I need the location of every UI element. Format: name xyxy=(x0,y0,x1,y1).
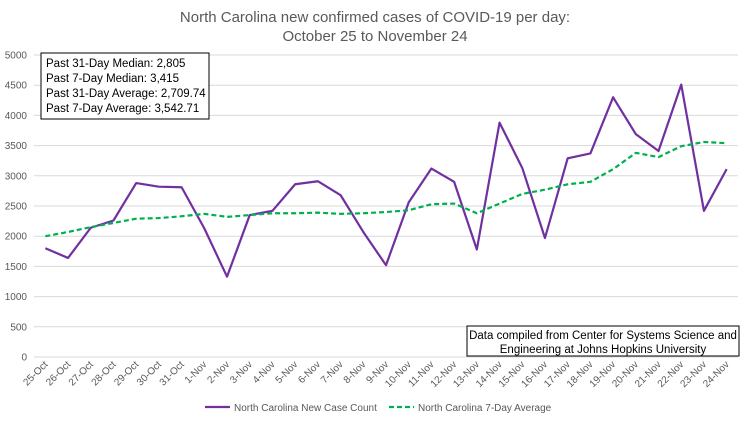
y-axis-tick-labels: 0 500 1000 1500 2000 2500 3000 3500 4000 4500 5000 xyxy=(5,51,28,364)
y-tick-label: 3500 xyxy=(5,141,28,152)
x-tick-label: 2-Nov xyxy=(206,359,233,386)
stat-31-day-median: Past 31-Day Median: 2,805 xyxy=(46,58,185,70)
legend-label-7-day-average: North Carolina 7-Day Average xyxy=(418,403,552,414)
source-line-2: Engineering at Johns Hopkins University xyxy=(500,344,707,356)
x-tick-label: 3-Nov xyxy=(228,359,255,386)
x-tick-label: 7-Nov xyxy=(319,359,346,386)
y-tick-label: 3000 xyxy=(5,171,28,182)
stats-annotation-box: Past 31-Day Median: 2,805 Past 7-Day Med… xyxy=(40,52,210,120)
series-lines xyxy=(44,83,728,278)
x-tick-label: 1-Nov xyxy=(183,359,210,386)
source-line-1: Data compiled from Center for Systems Sc… xyxy=(469,330,737,342)
y-tick-label: 4500 xyxy=(5,81,28,92)
y-tick-label: 2500 xyxy=(5,202,28,213)
y-tick-label: 1500 xyxy=(5,262,28,273)
chart-title-line-2: October 25 to November 24 xyxy=(282,28,467,45)
y-tick-label: 1000 xyxy=(5,292,28,303)
series-line-7-day-average xyxy=(45,140,727,238)
x-tick-label: 4-Nov xyxy=(251,359,278,386)
y-tick-label: 0 xyxy=(21,353,27,364)
y-tick-label: 500 xyxy=(10,322,27,333)
x-tick-label: 5-Nov xyxy=(274,359,301,386)
chart-title-line-1: North Carolina new confirmed cases of CO… xyxy=(180,9,570,26)
stat-31-day-average: Past 31-Day Average: 2,709.74 xyxy=(46,88,206,100)
x-tick-label: 6-Nov xyxy=(296,359,323,386)
stats-box-border xyxy=(40,52,210,120)
legend: North Carolina New Case Count North Caro… xyxy=(205,403,552,414)
x-tick-label: 31-Oct xyxy=(158,359,187,388)
y-tick-label: 5000 xyxy=(5,51,28,62)
x-axis-tick-labels: 25-Oct26-Oct27-Oct28-Oct29-Oct30-Oct31-O… xyxy=(21,359,731,390)
source-box-border xyxy=(466,325,740,357)
x-tick-label: 8-Nov xyxy=(342,359,369,386)
y-tick-label: 2000 xyxy=(5,232,28,243)
legend-label-new-cases: North Carolina New Case Count xyxy=(234,403,377,414)
source-annotation-box: Data compiled from Center for Systems Sc… xyxy=(466,325,740,357)
stat-7-day-average: Past 7-Day Average: 3,542.71 xyxy=(46,103,199,115)
chart-title: North Carolina new confirmed cases of CO… xyxy=(180,9,570,45)
y-tick-label: 4000 xyxy=(5,111,28,122)
stat-7-day-median: Past 7-Day Median: 3,415 xyxy=(46,73,179,85)
